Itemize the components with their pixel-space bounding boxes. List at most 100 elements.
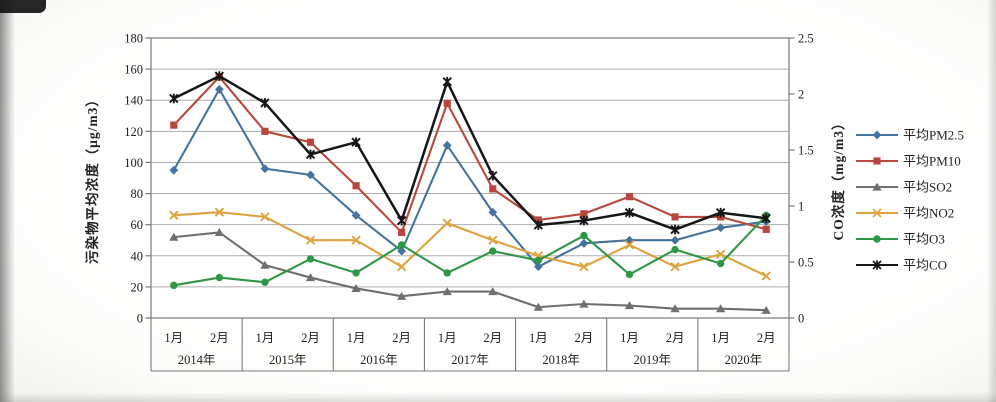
right-axis-title: CO浓度（mg/m3） <box>830 116 846 241</box>
marker-diamond <box>872 130 882 140</box>
marker-diamond <box>351 210 361 220</box>
left-axis-tick-label: 180 <box>124 32 143 46</box>
marker-square <box>489 185 497 193</box>
month-label: 1月 <box>164 331 183 345</box>
month-label: 1月 <box>711 331 730 345</box>
month-label: 1月 <box>347 331 366 345</box>
marker-asterisk <box>715 207 726 218</box>
marker-asterisk <box>305 149 316 160</box>
marker-square <box>671 213 679 221</box>
marker-square <box>170 121 178 129</box>
year-label: 2020年 <box>725 353 763 367</box>
marker-circle <box>580 231 588 240</box>
month-label: 2月 <box>757 331 776 345</box>
marker-circle <box>170 281 178 290</box>
series-o3 <box>170 211 770 290</box>
marker-x <box>260 212 270 222</box>
marker-asterisk <box>260 98 270 108</box>
legend <box>856 130 898 270</box>
marker-diamond <box>625 235 634 245</box>
left-axis-tick-label: 100 <box>124 156 143 170</box>
marker-x <box>169 210 179 221</box>
marker-x <box>624 240 635 250</box>
month-label: 2月 <box>392 331 411 345</box>
legend-item-so2 <box>856 182 898 191</box>
marker-diamond <box>214 84 224 94</box>
series-no2-line <box>172 211 768 278</box>
marker-circle <box>443 269 451 277</box>
marker-triangle <box>214 228 224 237</box>
legend-item-pm25 <box>856 130 898 140</box>
series-no2 <box>169 207 771 281</box>
marker-circle <box>306 255 315 263</box>
marker-asterisk <box>351 137 361 147</box>
marker-circle <box>534 256 543 265</box>
month-label: 2月 <box>483 331 502 345</box>
marker-circle <box>352 269 360 277</box>
marker-triangle <box>397 291 407 300</box>
right-axis-tick-label: 2.5 <box>798 32 814 46</box>
left-axis-tick-label: 40 <box>131 249 144 263</box>
month-label: 1月 <box>620 331 639 345</box>
legend-label-pm25: 平均PM2.5 <box>903 128 964 143</box>
legend-item-no2 <box>856 208 898 218</box>
year-label: 2014年 <box>178 353 216 367</box>
marker-diamond <box>306 170 315 180</box>
month-label: 2月 <box>575 331 594 345</box>
series-so2 <box>169 228 771 314</box>
marker-circle <box>671 245 679 254</box>
series-pm25-line <box>172 88 768 268</box>
marker-square <box>261 127 269 135</box>
marker-triangle <box>260 260 270 269</box>
marker-asterisk <box>533 220 544 230</box>
marker-circle <box>215 273 224 282</box>
marker-x <box>761 271 771 281</box>
right-axis-tick-label: 2 <box>798 88 804 102</box>
marker-triangle <box>579 299 589 308</box>
marker-diamond <box>716 223 726 233</box>
series-pm10-line <box>172 75 768 234</box>
right-axis-tick-label: 1 <box>798 200 804 214</box>
marker-x <box>351 235 361 245</box>
month-label: 2月 <box>666 331 685 345</box>
marker-triangle <box>872 182 882 191</box>
marker-diamond <box>260 164 270 174</box>
marker-x <box>715 249 726 259</box>
legend-item-pm10 <box>856 157 898 165</box>
left-axis-tick-label: 140 <box>124 94 143 108</box>
marker-asterisk <box>169 93 179 104</box>
marker-diamond <box>442 140 452 150</box>
month-label: 2月 <box>210 331 229 345</box>
marker-circle <box>625 270 634 279</box>
marker-triangle <box>442 287 452 296</box>
series-pm25 <box>169 84 771 272</box>
marker-square <box>398 228 406 237</box>
marker-triangle <box>488 287 498 296</box>
marker-triangle <box>169 232 179 241</box>
marker-diamond <box>169 165 179 175</box>
marker-x <box>579 261 589 272</box>
marker-x <box>872 208 882 218</box>
year-label: 2018年 <box>542 353 580 367</box>
marker-asterisk <box>579 215 589 226</box>
month-label: 1月 <box>529 331 548 345</box>
marker-circle <box>261 278 269 286</box>
marker-circle <box>489 247 497 255</box>
marker-triangle <box>716 304 726 313</box>
marker-asterisk <box>872 260 882 270</box>
marker-asterisk <box>488 170 498 181</box>
left-axis-tick-label: 60 <box>131 218 144 232</box>
marker-asterisk <box>624 207 635 218</box>
marker-diamond <box>397 246 407 256</box>
legend-label-so2: 平均SO2 <box>903 180 952 195</box>
left-axis-tick-label: 80 <box>131 187 144 201</box>
marker-triangle <box>624 301 635 310</box>
marker-triangle <box>305 273 316 282</box>
marker-square <box>580 210 588 218</box>
marker-diamond <box>533 262 543 272</box>
marker-square <box>306 138 315 146</box>
marker-triangle <box>761 305 771 314</box>
series-co <box>169 71 771 235</box>
